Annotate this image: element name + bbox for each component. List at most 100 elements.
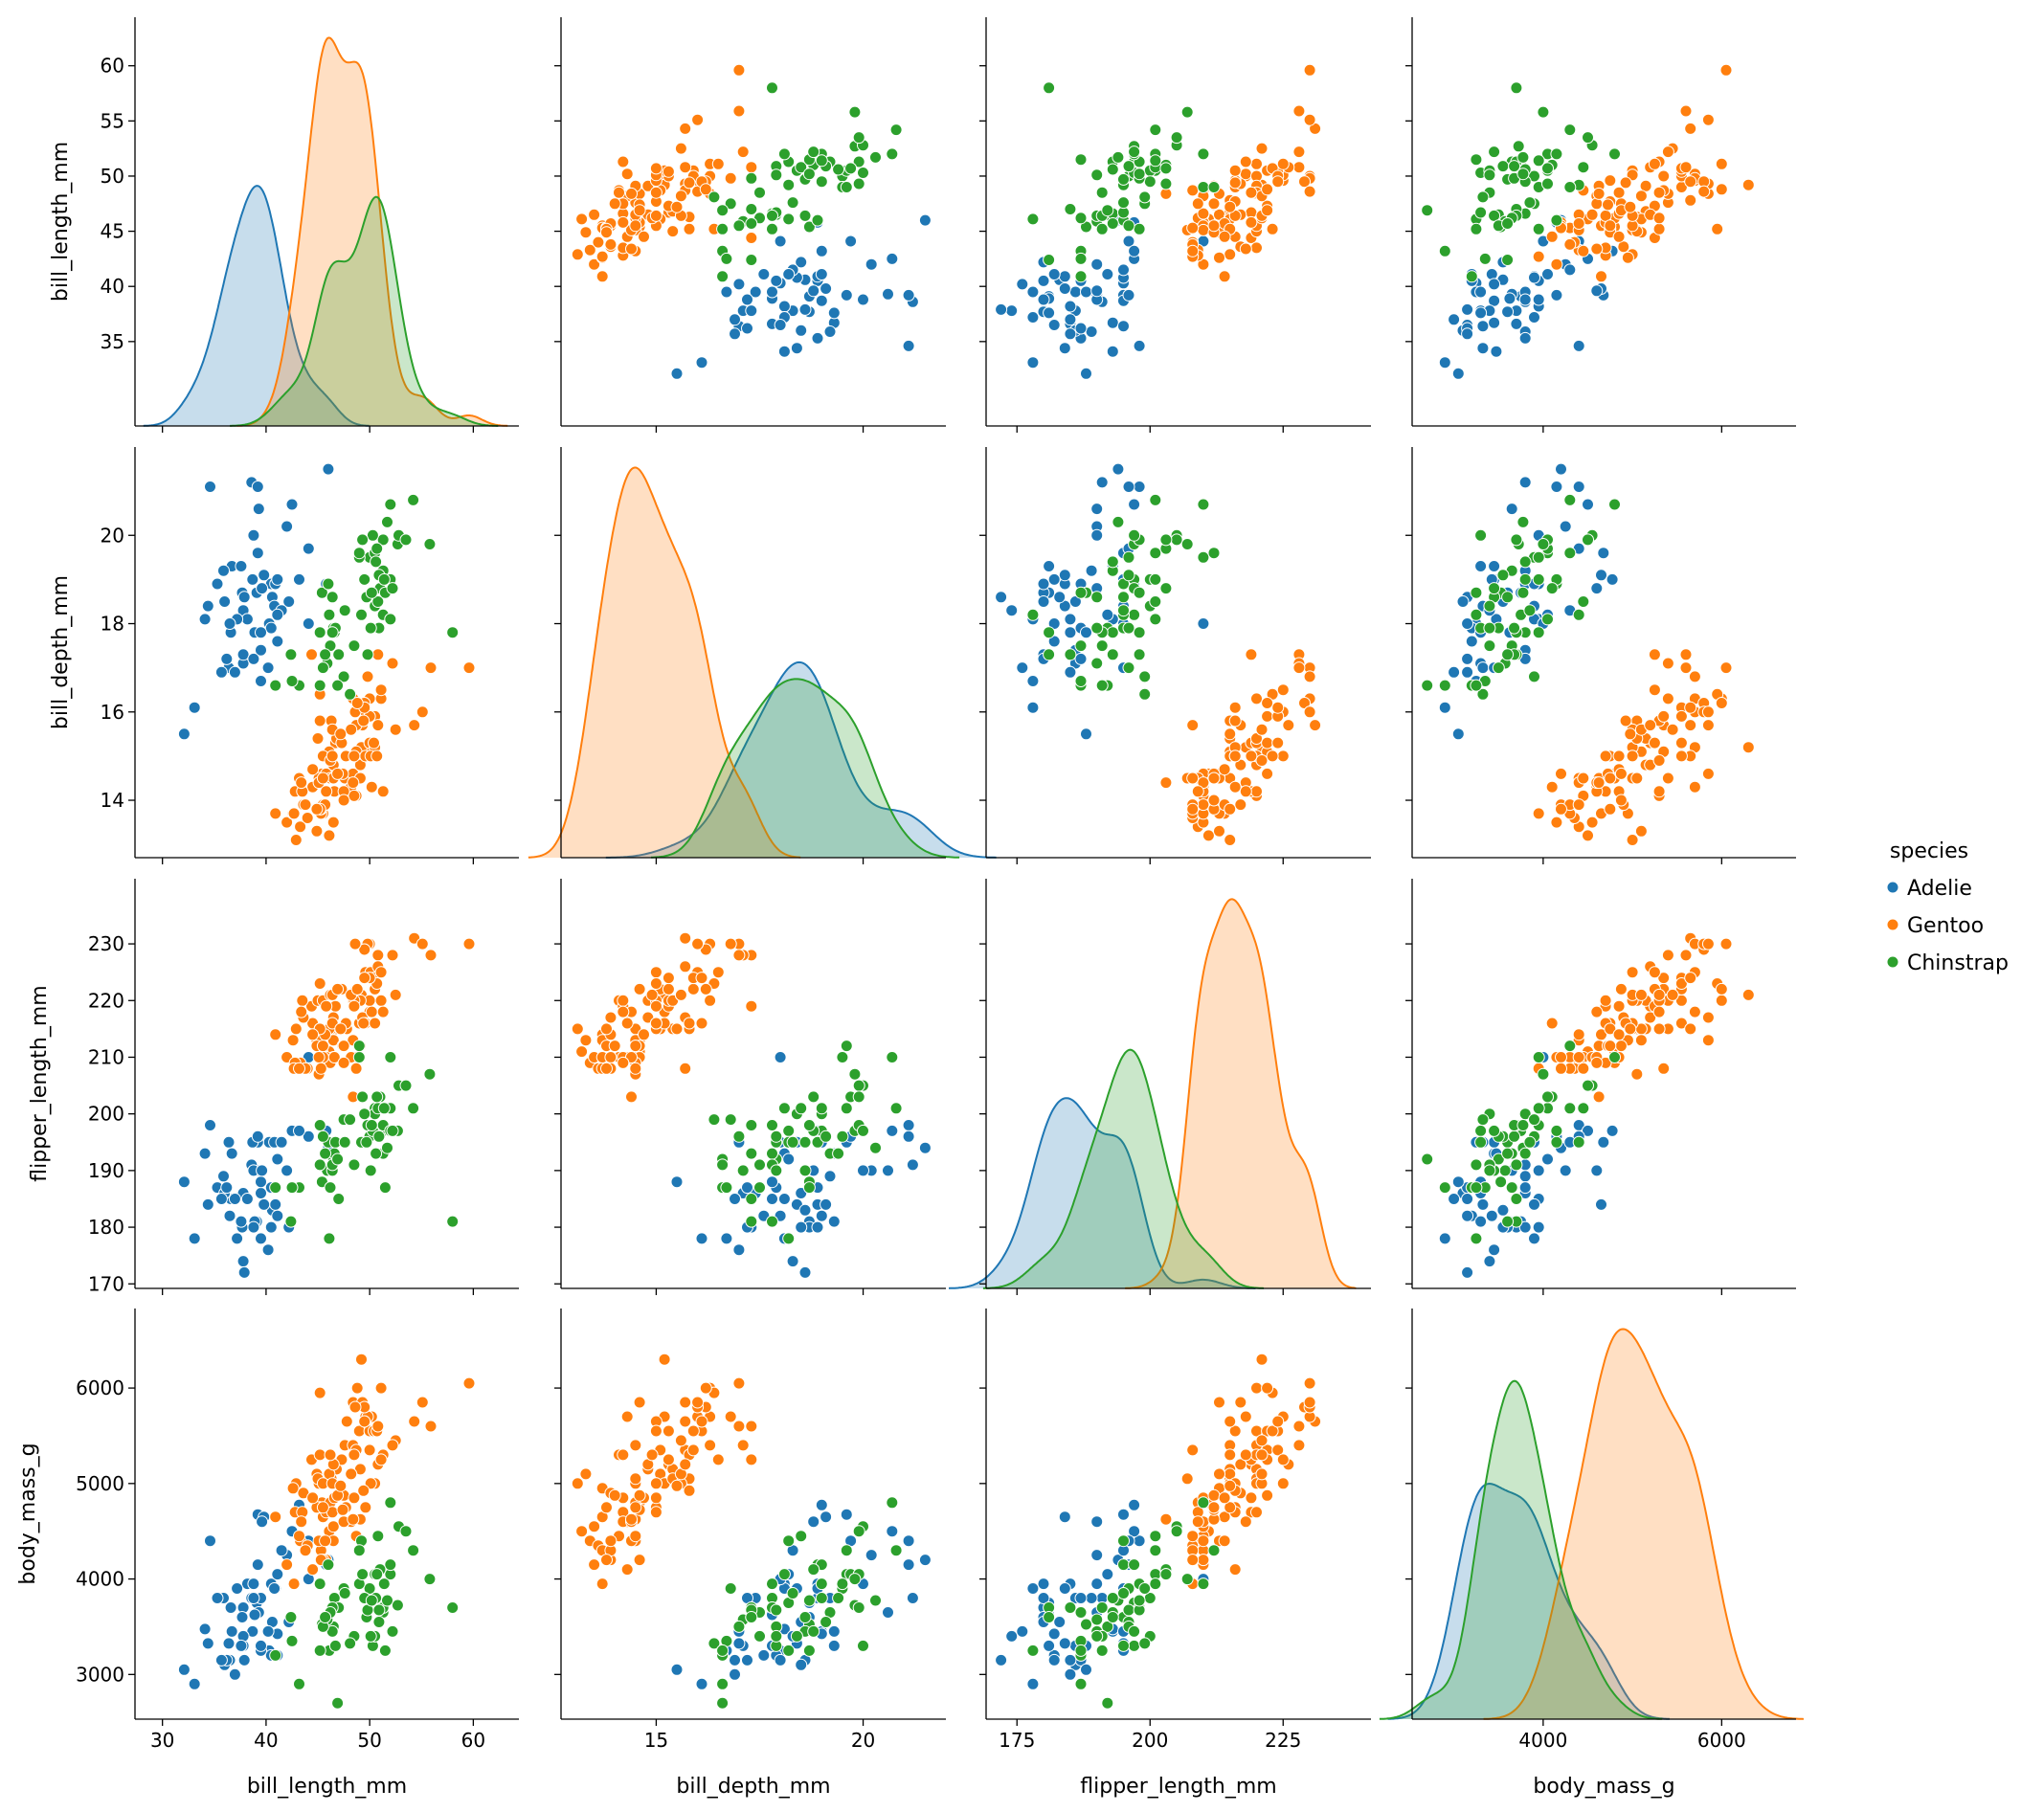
point-chinstrap [1149, 1577, 1162, 1591]
point-adelie [255, 643, 267, 657]
point-gentoo [357, 1017, 371, 1030]
point-gentoo [575, 1525, 589, 1538]
point-gentoo [579, 226, 593, 239]
point-gentoo [629, 1530, 642, 1543]
point-chinstrap [1159, 533, 1173, 547]
point-gentoo [608, 1040, 621, 1053]
point-gentoo [1545, 780, 1559, 794]
point-chinstrap [716, 1677, 730, 1690]
point-gentoo [1245, 186, 1258, 199]
point-chinstrap [1608, 498, 1621, 511]
point-adelie [1080, 285, 1092, 299]
point-chinstrap [1474, 206, 1488, 219]
point-chinstrap [1470, 1181, 1483, 1195]
point-chinstrap [315, 586, 328, 599]
point-gentoo [724, 171, 737, 185]
point-adelie [1047, 268, 1061, 280]
point-chinstrap [1563, 493, 1577, 506]
point-gentoo [1652, 785, 1666, 798]
point-gentoo [1661, 145, 1674, 159]
point-chinstrap [1563, 123, 1577, 137]
point-gentoo [324, 1448, 337, 1462]
point-adelie [777, 1193, 791, 1205]
point-chinstrap [1043, 626, 1056, 639]
point-gentoo [312, 1051, 326, 1063]
point-adelie [224, 1601, 237, 1614]
point-gentoo [1555, 1051, 1567, 1063]
point-gentoo [1207, 772, 1221, 785]
point-gentoo [658, 1353, 671, 1366]
point-chinstrap [836, 1051, 849, 1063]
point-adelie [256, 1515, 269, 1529]
point-adelie [255, 626, 267, 639]
point-chinstrap [407, 1102, 420, 1115]
x-tick-label: 15 [644, 1729, 668, 1752]
point-chinstrap [852, 177, 865, 190]
point-adelie [1595, 569, 1607, 582]
point-gentoo [1234, 798, 1247, 812]
point-gentoo [686, 1443, 700, 1457]
point-gentoo [1276, 1477, 1290, 1490]
point-chinstrap [1483, 621, 1496, 635]
point-adelie [1518, 476, 1532, 489]
point-adelie [1074, 1592, 1088, 1604]
point-chinstrap [745, 1215, 758, 1228]
point-adelie [198, 1622, 212, 1636]
point-gentoo [724, 1410, 737, 1423]
point-adelie [798, 1265, 812, 1279]
point-adelie [268, 1582, 281, 1595]
point-gentoo [294, 820, 307, 834]
point-chinstrap [815, 1592, 828, 1604]
point-adelie [188, 1232, 201, 1245]
point-adelie [1047, 1627, 1061, 1641]
point-adelie [1510, 317, 1523, 330]
point-chinstrap [269, 679, 282, 692]
point-chinstrap [802, 220, 816, 234]
point-chinstrap [1577, 595, 1590, 608]
point-gentoo [1592, 187, 1606, 200]
point-chinstrap [1143, 175, 1157, 189]
point-gentoo [306, 1028, 320, 1041]
point-gentoo [1585, 208, 1599, 221]
point-chinstrap [293, 1677, 305, 1690]
point-adelie [729, 1667, 741, 1681]
point-gentoo [649, 1491, 663, 1505]
point-chinstrap [1532, 222, 1545, 235]
point-adelie [1053, 1616, 1067, 1628]
point-gentoo [1298, 175, 1311, 189]
point-gentoo [1648, 736, 1661, 749]
point-adelie [237, 1265, 251, 1279]
kde-line-gentoo [236, 36, 508, 427]
point-chinstrap [1106, 648, 1119, 661]
point-chinstrap [1122, 550, 1135, 564]
point-gentoo [296, 994, 309, 1007]
point-chinstrap [1138, 1582, 1152, 1595]
point-chinstrap [1207, 1544, 1221, 1557]
point-gentoo [633, 1488, 646, 1502]
panel-flipper_length_mm-vs-bill_length_mm: 170 180 190 200 210 220 230 [88, 879, 519, 1295]
point-chinstrap [1516, 168, 1530, 181]
point-gentoo [1624, 200, 1637, 213]
point-adelie [1058, 599, 1071, 613]
point-gentoo [1563, 237, 1577, 251]
point-adelie [1128, 498, 1141, 511]
point-adelie [695, 1232, 708, 1245]
point-adelie [1043, 1639, 1056, 1652]
point-adelie [827, 1639, 841, 1652]
point-chinstrap [348, 1158, 361, 1172]
point-gentoo [683, 222, 696, 235]
point-adelie [1064, 1653, 1077, 1667]
point-adelie [282, 595, 296, 608]
point-adelie [774, 1653, 787, 1667]
point-gentoo [1619, 176, 1632, 190]
point-gentoo [604, 1011, 618, 1024]
point-chinstrap [869, 150, 882, 164]
point-gentoo [575, 213, 589, 226]
point-gentoo [327, 1051, 341, 1063]
point-adelie [786, 1255, 799, 1268]
point-chinstrap [1149, 547, 1162, 560]
point-gentoo [1186, 1530, 1200, 1543]
point-adelie [237, 1653, 251, 1667]
point-chinstrap [802, 168, 816, 181]
point-gentoo [1657, 1062, 1671, 1075]
